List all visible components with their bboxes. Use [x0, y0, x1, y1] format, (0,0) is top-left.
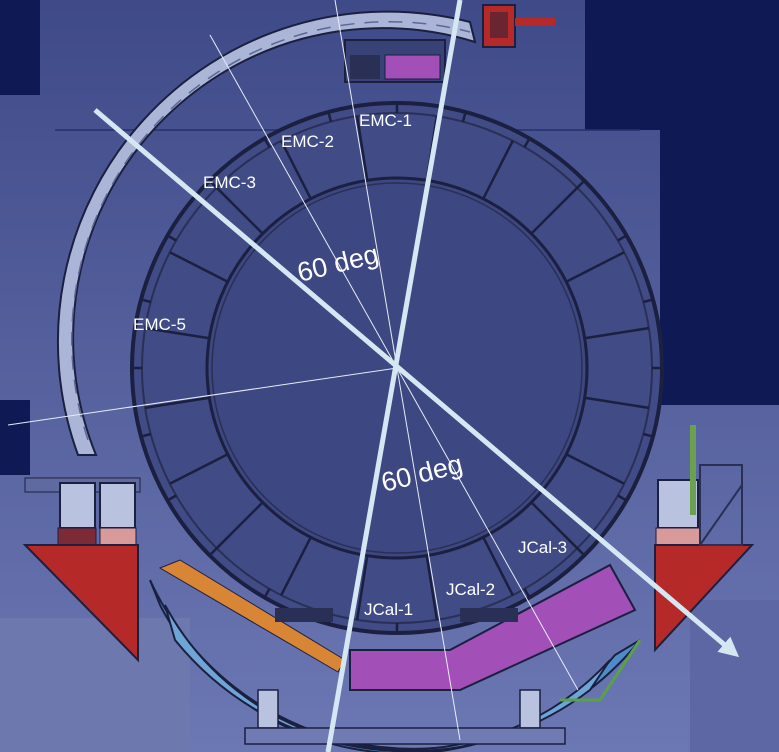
- vertical-axis-line: [325, 0, 463, 752]
- barrel-segment-divider: [565, 251, 625, 283]
- barrel-segment-divider: [144, 326, 210, 340]
- outer-segment-tick: [166, 494, 177, 502]
- left-tower-box-1: [59, 482, 96, 529]
- label-emc2: EMC-2: [281, 132, 334, 151]
- label-jcal2: JCal-2: [446, 580, 495, 599]
- outer-arc-rail: [56, 10, 477, 456]
- outer-segment-tick: [523, 588, 531, 599]
- inner-ring: [211, 182, 583, 554]
- outer-segment-tick: [140, 298, 152, 304]
- top-right-bracket-inner: [490, 12, 508, 38]
- segment-dividers: [132, 103, 662, 633]
- barrel-segment-divider: [355, 115, 369, 181]
- outer-segment-tick: [576, 179, 586, 189]
- outer-segment-tick: [208, 179, 218, 189]
- barrel-segment-divider: [425, 555, 439, 621]
- outer-segment-tick: [208, 547, 218, 557]
- barrel-segment-divider: [530, 501, 579, 550]
- outer-segment-tick: [617, 234, 628, 242]
- bottom-dark-block-1: [275, 608, 333, 622]
- outer-segment-tick: [263, 588, 271, 599]
- outer-segment-tick: [327, 111, 333, 123]
- background-left-step: [0, 618, 190, 752]
- background-right-block: [690, 600, 779, 752]
- right-scaffold: [699, 464, 743, 546]
- barrel-segment-divider: [169, 251, 229, 283]
- right-scaffold-brace: [699, 484, 743, 546]
- barrel-segment-divider: [482, 536, 514, 596]
- bottom-green-rail: [560, 639, 642, 702]
- barrel-segment-divider: [280, 140, 312, 200]
- barrel-segment-divider: [565, 453, 625, 485]
- bottom-magenta-modules: [349, 563, 637, 691]
- outer-segment-tick: [617, 494, 628, 502]
- guide-lines: [7, 0, 579, 741]
- base-beam: [244, 727, 566, 745]
- top-module-magenta: [384, 54, 441, 80]
- support-leg-2: [519, 689, 541, 729]
- bottom-dark-block-2: [460, 608, 518, 622]
- outer-segment-tick: [263, 137, 271, 148]
- outer-segment-tick: [642, 298, 654, 304]
- barrel-segment-divider: [584, 326, 650, 340]
- barrel-segment-divider: [482, 140, 514, 200]
- label-jcal1: JCal-1: [364, 600, 413, 619]
- barrel-segment-divider: [584, 396, 650, 410]
- label-emc5: EMC-5: [133, 315, 186, 334]
- label-jcal3: JCal-3: [518, 538, 567, 557]
- barrel-segment-divider: [530, 186, 579, 235]
- top-module-dark: [350, 55, 380, 79]
- outer-segment-tick: [140, 432, 152, 438]
- support-leg-1: [257, 689, 279, 729]
- barrel-segment-divider: [280, 536, 312, 596]
- barrel-segment-divider: [169, 453, 229, 485]
- left-red-wedge: [22, 544, 139, 663]
- label-emc1: EMC-1: [359, 111, 412, 130]
- outer-segment-tick: [576, 547, 586, 557]
- outer-segment-tick: [461, 111, 467, 123]
- right-green-post: [690, 425, 696, 515]
- diagonal-arrow: [93, 108, 740, 658]
- barrel-segment-divider: [215, 501, 264, 550]
- barrel-segment-divider: [355, 555, 369, 621]
- barrel-segment-divider: [144, 396, 210, 410]
- outer-segment-tick: [523, 137, 531, 148]
- outer-segment-tick: [642, 432, 654, 438]
- outer-arc-inner-line: [71, 21, 471, 441]
- barrel-segment-divider: [215, 186, 264, 235]
- outer-segment-tick: [166, 234, 177, 242]
- label-emc3: EMC-3: [203, 173, 256, 192]
- top-right-rail: [515, 18, 555, 26]
- left-tower-box-2: [99, 482, 136, 529]
